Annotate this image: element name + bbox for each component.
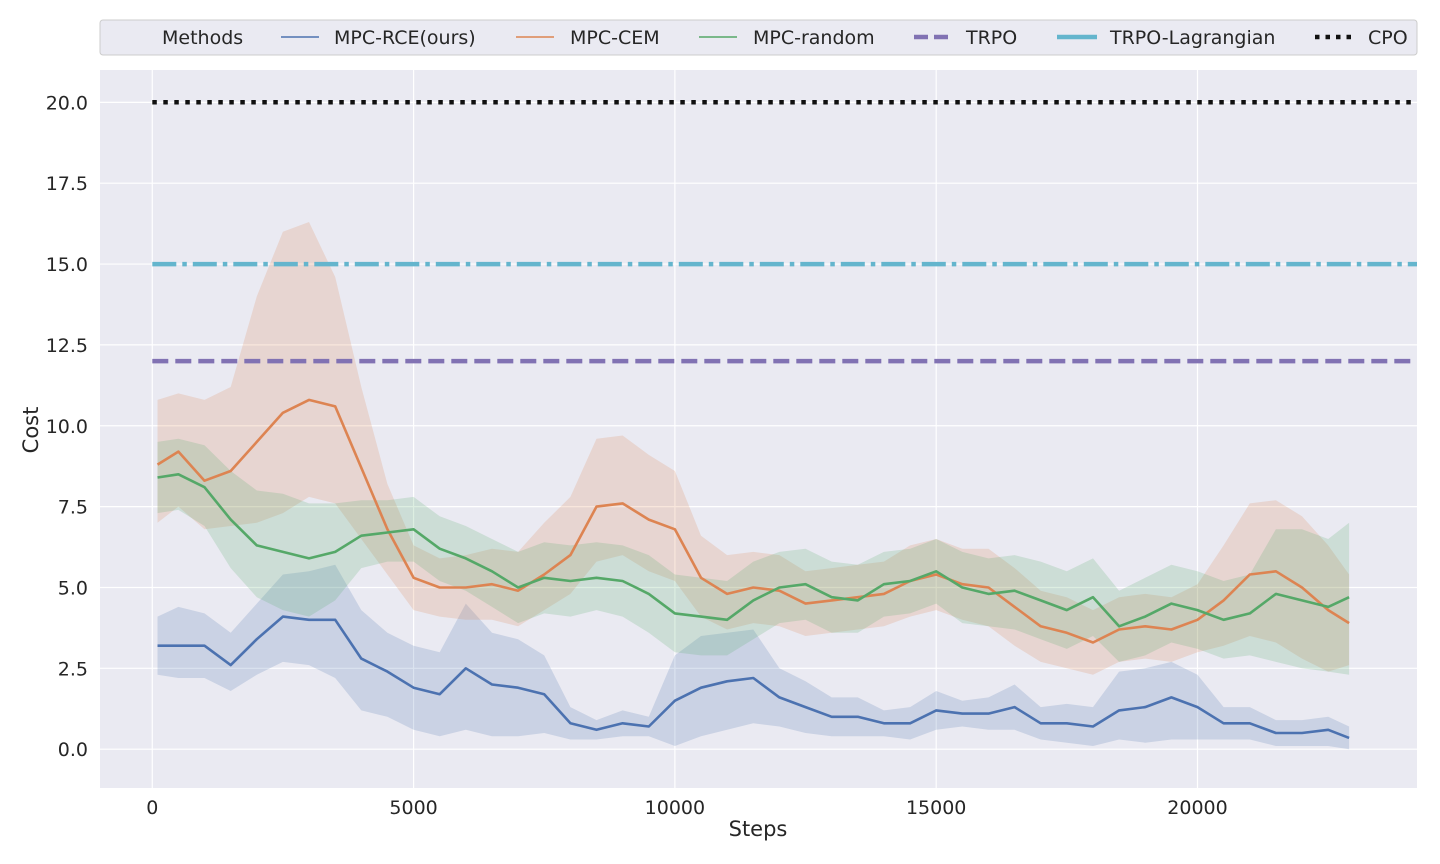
- y-tick-label: 12.5: [46, 335, 88, 357]
- x-tick-label: 10000: [645, 797, 705, 819]
- y-tick-label: 7.5: [58, 497, 88, 519]
- legend-label-mpc-rce: MPC-RCE(ours): [334, 27, 476, 49]
- x-tick-labels: 0 5000 10000 15000 20000: [146, 797, 1228, 819]
- y-axis-label: Cost: [19, 407, 43, 454]
- legend-title: Methods: [162, 27, 243, 49]
- y-tick-label: 5.0: [58, 577, 88, 599]
- legend-label-trpo: TRPO: [965, 27, 1017, 49]
- legend-label-cpo: CPO: [1368, 27, 1408, 49]
- line-mpc-cem: [156, 398, 1350, 644]
- legend-label-trpo-lagrangian: TRPO-Lagrangian: [1109, 27, 1275, 49]
- y-tick-label: 20.0: [46, 92, 88, 114]
- legend-label-mpc-random: MPC-random: [753, 27, 875, 49]
- x-tick-label: 15000: [906, 797, 966, 819]
- band-mpc-cem: [157, 222, 1350, 675]
- line-mpc-rce-ours: [157, 615, 1350, 740]
- y-tick-label: 10.0: [46, 416, 88, 438]
- y-tick-label: 17.5: [46, 173, 88, 195]
- y-tick-label: 15.0: [46, 254, 88, 276]
- line-mpc-random: [157, 472, 1350, 628]
- band-mpc-rce-ours: [157, 564, 1350, 750]
- confidence-bands: [157, 222, 1350, 750]
- legend: Methods MPC-RCE(ours) MPC-CEM MPC-random…: [99, 19, 1418, 56]
- y-tick-label: 0.0: [58, 739, 88, 761]
- band-mpc-random: [157, 438, 1350, 675]
- series-lines: [152, 100, 1417, 740]
- x-tick-label: 5000: [389, 797, 437, 819]
- legend-box: [99, 19, 1418, 56]
- y-tick-label: 2.5: [58, 658, 88, 680]
- x-tick-label: 20000: [1167, 797, 1227, 819]
- x-axis-label: Steps: [729, 817, 788, 841]
- x-tick-label: 0: [146, 797, 158, 819]
- y-tick-labels: 0.0 2.5 5.0 7.5 10.0 12.5 15.0 17.5 20.0: [46, 92, 88, 761]
- legend-label-mpc-cem: MPC-CEM: [570, 27, 660, 49]
